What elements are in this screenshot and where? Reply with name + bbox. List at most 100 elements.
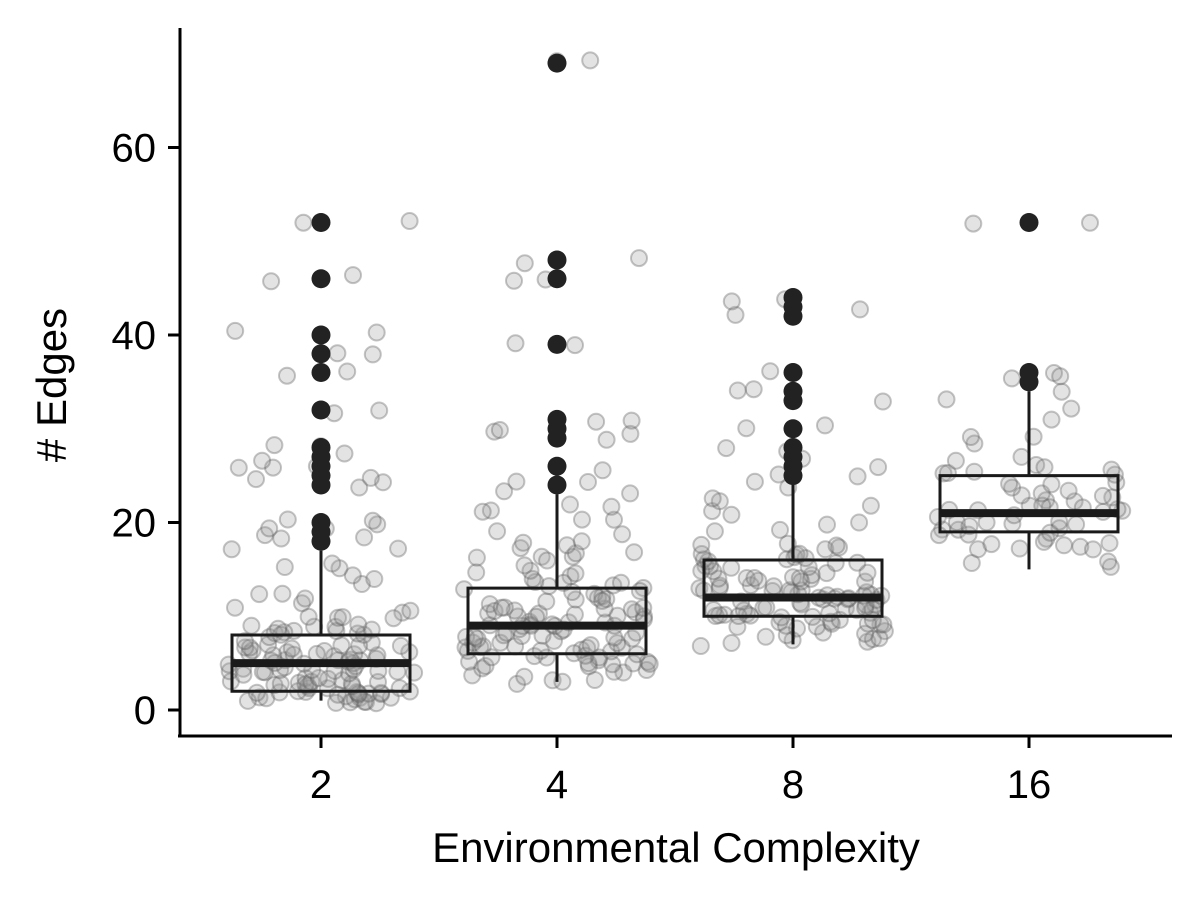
- jitter-point: [338, 362, 357, 381]
- jitter-point: [807, 617, 826, 636]
- jitter-point: [814, 623, 833, 642]
- jitter-point: [278, 510, 297, 529]
- jitter-point: [282, 639, 301, 658]
- jitter-point: [393, 603, 412, 622]
- jitter-point: [299, 607, 318, 626]
- jitter-point: [1059, 481, 1078, 500]
- jitter-point: [355, 528, 374, 547]
- jitter-point: [350, 478, 369, 497]
- jitter-point: [481, 501, 500, 520]
- jitter-point: [467, 548, 486, 567]
- jitter-point: [737, 604, 756, 623]
- jitter-point: [278, 366, 296, 385]
- jitter-point: [506, 334, 525, 353]
- jitter-point: [256, 526, 274, 545]
- jitter-point: [521, 561, 540, 580]
- jitter-point: [737, 419, 756, 438]
- jitter-point: [612, 638, 631, 657]
- jitter-point: [737, 569, 756, 587]
- jitter-point: [1010, 539, 1029, 558]
- jitter-point: [726, 305, 745, 324]
- jitter-point: [722, 292, 741, 311]
- jitter-point: [850, 513, 869, 532]
- outlier-point: [311, 325, 331, 345]
- jitter-point: [593, 591, 612, 610]
- jitter-point: [372, 683, 390, 702]
- jitter-point: [613, 525, 632, 544]
- jitter-point: [485, 602, 504, 620]
- x-ticks: 2 4 8 16: [310, 736, 1051, 807]
- jitter-point: [488, 522, 507, 541]
- jitter-point: [848, 467, 867, 486]
- jitter-point: [603, 655, 622, 674]
- jitter-point: [352, 575, 371, 593]
- jitter-point: [479, 604, 498, 623]
- jitter-point: [875, 622, 894, 641]
- jitter-point: [566, 544, 585, 563]
- jitter-point: [969, 540, 987, 559]
- jitter-point: [296, 589, 315, 608]
- jitter-point: [640, 654, 659, 673]
- jitter-point: [964, 214, 983, 233]
- outlier-point: [311, 400, 331, 420]
- outlier-point: [311, 344, 331, 364]
- jitter-point: [293, 594, 311, 613]
- outliers-layer: [311, 53, 1039, 551]
- jitter-point: [744, 380, 763, 399]
- jitter-point: [710, 492, 729, 511]
- jitter-point: [566, 564, 585, 583]
- jitter-point: [222, 540, 241, 559]
- jitter-point: [374, 473, 392, 492]
- jitter-point: [691, 637, 710, 655]
- jitter-point: [330, 559, 349, 578]
- outlier-point: [311, 269, 331, 289]
- jitter-point: [802, 566, 821, 585]
- jitter-point: [365, 570, 384, 588]
- jitter-point: [260, 628, 279, 647]
- jitter-point: [576, 646, 595, 665]
- jitter-point: [734, 601, 753, 620]
- jitter-point: [561, 495, 579, 514]
- box-iqr: [466, 586, 648, 656]
- jitter-point: [473, 659, 492, 678]
- jitter-point: [344, 266, 362, 285]
- jitter-point: [589, 588, 607, 607]
- jitter-point: [329, 608, 347, 627]
- jitter-point: [1101, 557, 1120, 576]
- jitter-point: [728, 381, 747, 400]
- jitter-point: [703, 489, 722, 508]
- jitter-point: [630, 249, 648, 268]
- jitter-point: [858, 632, 877, 651]
- y-tick-label: 20: [112, 502, 157, 546]
- jitter-point: [848, 553, 867, 572]
- jitter-point: [597, 430, 616, 449]
- y-ticks: 0 20 40 60: [112, 127, 180, 733]
- jitter-point: [581, 636, 600, 655]
- jitter-point: [240, 638, 259, 657]
- jitter-point: [585, 671, 604, 689]
- jitter-point: [566, 336, 584, 355]
- jitter-point: [1032, 484, 1051, 503]
- jitter-point: [745, 472, 764, 491]
- jitter-point: [816, 540, 835, 559]
- jitter-point: [579, 657, 598, 676]
- jitter-point: [401, 601, 420, 620]
- jitter-point: [315, 642, 334, 660]
- jitter-point: [566, 590, 585, 609]
- jitter-point: [593, 461, 612, 480]
- jitter-point: [400, 212, 419, 230]
- jitter-point: [381, 688, 400, 707]
- jitter-point: [1099, 552, 1118, 571]
- jitter-point: [1081, 213, 1099, 232]
- jitter-point: [327, 693, 345, 712]
- jitter-point: [309, 669, 328, 687]
- jitter-point: [614, 663, 633, 682]
- jitter-point: [861, 496, 880, 515]
- jitter-point: [851, 300, 869, 319]
- jitter-point: [532, 547, 551, 566]
- jitter-point: [965, 434, 984, 453]
- jitter-point: [634, 598, 653, 617]
- jitter-point: [247, 683, 266, 702]
- jitter-point: [827, 536, 846, 555]
